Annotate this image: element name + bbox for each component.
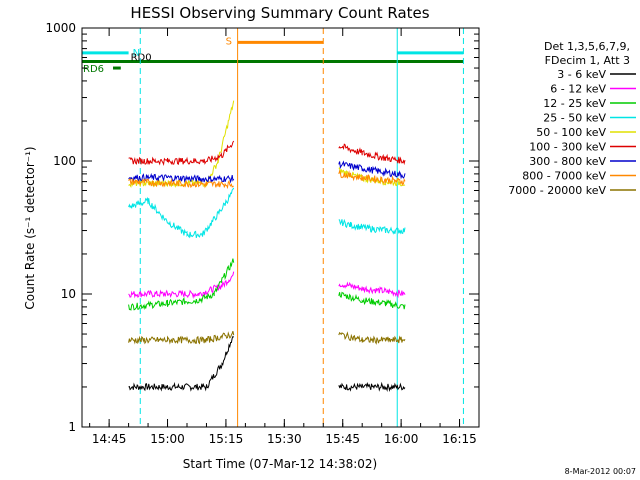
x-tick-label: 16:15 [442,432,477,446]
legend-entry-label: 12 - 25 keV [543,97,606,110]
flag-label: RD6 [83,64,104,75]
series-line [128,140,235,166]
legend-entry-label: 7000 - 20000 keV [508,184,606,197]
reference-lines [139,28,464,427]
observing-flag-bars: N S RD0 RD6 [82,36,464,75]
legend-entry-label: 100 - 300 keV [529,141,606,154]
x-tick-label: 15:45 [325,432,360,446]
series-line [338,218,406,235]
series-line [128,172,235,184]
flag-label: RD0 [131,52,152,63]
chart-title: HESSI Observing Summary Count Rates [130,4,429,22]
legend-header: Det 1,3,5,6,7,9, [544,40,630,53]
y-tick-label: 100 [53,154,76,168]
y-axis: 1 10 100 1000 [45,21,479,434]
series-line [128,187,235,239]
series-line [128,178,234,190]
legend: Det 1,3,5,6,7,9,FDecim 1, Att 33 - 6 keV… [508,40,636,197]
x-tick-label: 14:45 [92,432,127,446]
x-axis: 14:45 15:00 15:15 15:30 15:45 16:00 16:15 [89,28,480,446]
series-line [338,160,406,180]
y-axis-label: Count Rate (s⁻¹ detector⁻¹) [23,146,37,309]
y-tick-label: 1000 [45,21,76,35]
x-tick-label: 15:30 [267,432,302,446]
legend-entry-label: 3 - 6 keV [557,68,606,81]
x-axis-label: Start Time (07-Mar-12 14:38:02) [183,457,377,471]
y-tick-label: 1 [68,420,76,434]
x-tick-label: 15:00 [150,432,185,446]
x-tick-label: 16:00 [384,432,419,446]
series-line [128,258,235,311]
series-line [338,381,406,393]
series-line [128,335,235,392]
series-line [338,281,406,299]
legend-entry-label: 25 - 50 keV [543,112,606,125]
x-tick-label: 15:15 [209,432,244,446]
y-tick-label: 10 [61,287,76,301]
legend-entry-label: 300 - 800 keV [529,155,606,168]
plot-frame [81,27,480,428]
footer-date: 8-Mar-2012 00:07 [565,467,636,476]
series-line [128,330,235,345]
data-series [128,100,406,393]
flag-label: N [133,48,140,59]
series-line [338,169,406,186]
series-line [128,100,235,189]
flag-label: S [226,36,232,47]
series-line [338,331,406,345]
series-line [128,271,235,299]
series-line [338,143,406,166]
legend-header: FDecim 1, Att 3 [545,54,630,67]
series-line [338,291,406,310]
legend-entry-label: 800 - 7000 keV [522,170,606,183]
legend-entry-label: 50 - 100 keV [536,126,606,139]
legend-entry-label: 6 - 12 keV [550,83,606,96]
